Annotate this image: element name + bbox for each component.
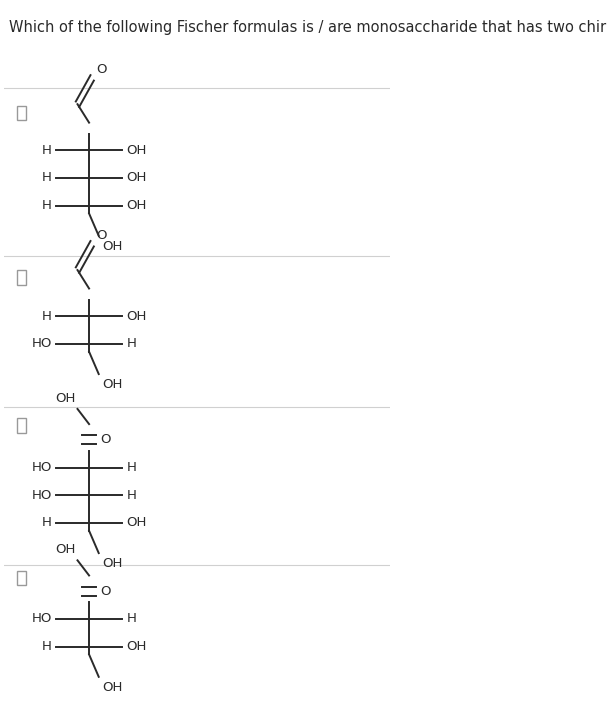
- Text: OH: OH: [55, 392, 75, 405]
- Text: OH: OH: [126, 310, 147, 323]
- Text: OH: OH: [126, 640, 147, 653]
- Text: HO: HO: [32, 337, 52, 350]
- Text: HO: HO: [32, 461, 52, 474]
- Text: O: O: [100, 433, 110, 446]
- Bar: [17, 105, 25, 120]
- Text: OH: OH: [126, 144, 147, 157]
- Text: OH: OH: [55, 544, 75, 556]
- Text: OH: OH: [126, 199, 147, 212]
- Text: H: H: [126, 489, 137, 502]
- Text: OH: OH: [102, 378, 122, 391]
- Text: Which of the following Fischer formulas is / are monosaccharide that has two chi: Which of the following Fischer formulas …: [8, 20, 607, 35]
- Text: OH: OH: [126, 516, 147, 530]
- Text: H: H: [42, 144, 52, 157]
- Text: O: O: [96, 63, 106, 76]
- Text: O: O: [100, 585, 110, 598]
- Text: H: H: [126, 461, 137, 474]
- Text: H: H: [42, 516, 52, 530]
- Text: H: H: [42, 640, 52, 653]
- Text: OH: OH: [102, 557, 122, 570]
- Text: H: H: [126, 337, 137, 350]
- Text: H: H: [126, 612, 137, 626]
- Text: O: O: [96, 229, 106, 241]
- Text: HO: HO: [32, 612, 52, 626]
- Text: HO: HO: [32, 489, 52, 502]
- Text: OH: OH: [126, 172, 147, 184]
- Text: H: H: [42, 199, 52, 212]
- Text: OH: OH: [102, 240, 122, 253]
- Bar: [17, 270, 25, 285]
- Text: H: H: [42, 310, 52, 323]
- Bar: [17, 571, 25, 585]
- Bar: [17, 418, 25, 433]
- Text: OH: OH: [102, 681, 122, 694]
- Text: H: H: [42, 172, 52, 184]
